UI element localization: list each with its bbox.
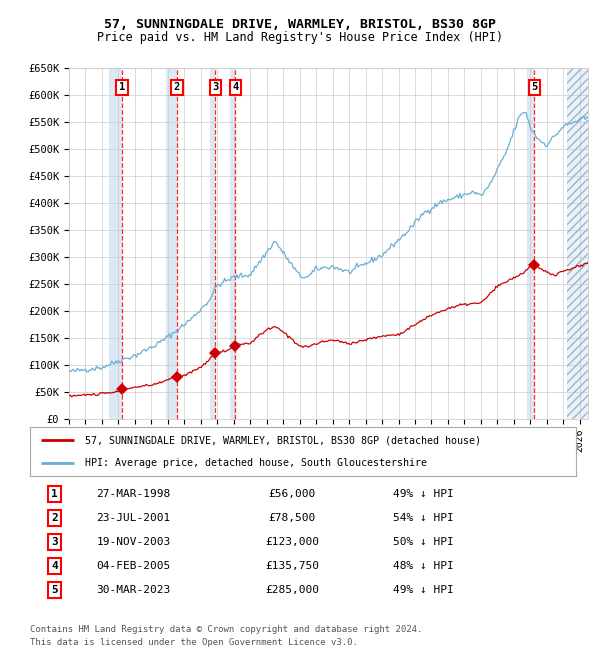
Text: £285,000: £285,000 <box>265 585 319 595</box>
Text: 04-FEB-2005: 04-FEB-2005 <box>97 562 171 571</box>
Text: 2: 2 <box>51 514 58 523</box>
Text: £123,000: £123,000 <box>265 538 319 547</box>
Text: 2: 2 <box>174 82 180 92</box>
Text: 4: 4 <box>51 562 58 571</box>
Text: This data is licensed under the Open Government Licence v3.0.: This data is licensed under the Open Gov… <box>30 638 358 647</box>
Bar <box>166 68 177 419</box>
Bar <box>230 68 235 419</box>
Text: 57, SUNNINGDALE DRIVE, WARMLEY, BRISTOL, BS30 8GP (detached house): 57, SUNNINGDALE DRIVE, WARMLEY, BRISTOL,… <box>85 436 481 445</box>
Text: £78,500: £78,500 <box>268 514 316 523</box>
Bar <box>566 68 588 419</box>
Bar <box>109 68 122 419</box>
Text: Price paid vs. HM Land Registry's House Price Index (HPI): Price paid vs. HM Land Registry's House … <box>97 31 503 44</box>
Bar <box>527 68 534 419</box>
Text: 49% ↓ HPI: 49% ↓ HPI <box>393 489 454 499</box>
Bar <box>566 68 588 419</box>
Text: £56,000: £56,000 <box>268 489 316 499</box>
Text: Contains HM Land Registry data © Crown copyright and database right 2024.: Contains HM Land Registry data © Crown c… <box>30 625 422 634</box>
Text: HPI: Average price, detached house, South Gloucestershire: HPI: Average price, detached house, Sout… <box>85 458 427 467</box>
Text: 1: 1 <box>51 489 58 499</box>
Text: 3: 3 <box>212 82 218 92</box>
Text: 27-MAR-1998: 27-MAR-1998 <box>97 489 171 499</box>
Bar <box>210 68 215 419</box>
Text: 23-JUL-2001: 23-JUL-2001 <box>97 514 171 523</box>
Text: 1: 1 <box>119 82 125 92</box>
Text: 48% ↓ HPI: 48% ↓ HPI <box>393 562 454 571</box>
Text: 54% ↓ HPI: 54% ↓ HPI <box>393 514 454 523</box>
Text: £135,750: £135,750 <box>265 562 319 571</box>
Text: 4: 4 <box>232 82 238 92</box>
Text: 30-MAR-2023: 30-MAR-2023 <box>97 585 171 595</box>
Text: 57, SUNNINGDALE DRIVE, WARMLEY, BRISTOL, BS30 8GP: 57, SUNNINGDALE DRIVE, WARMLEY, BRISTOL,… <box>104 18 496 31</box>
Text: 5: 5 <box>531 82 538 92</box>
Text: 50% ↓ HPI: 50% ↓ HPI <box>393 538 454 547</box>
Text: 3: 3 <box>51 538 58 547</box>
Text: 5: 5 <box>51 585 58 595</box>
Text: 19-NOV-2003: 19-NOV-2003 <box>97 538 171 547</box>
Text: 49% ↓ HPI: 49% ↓ HPI <box>393 585 454 595</box>
